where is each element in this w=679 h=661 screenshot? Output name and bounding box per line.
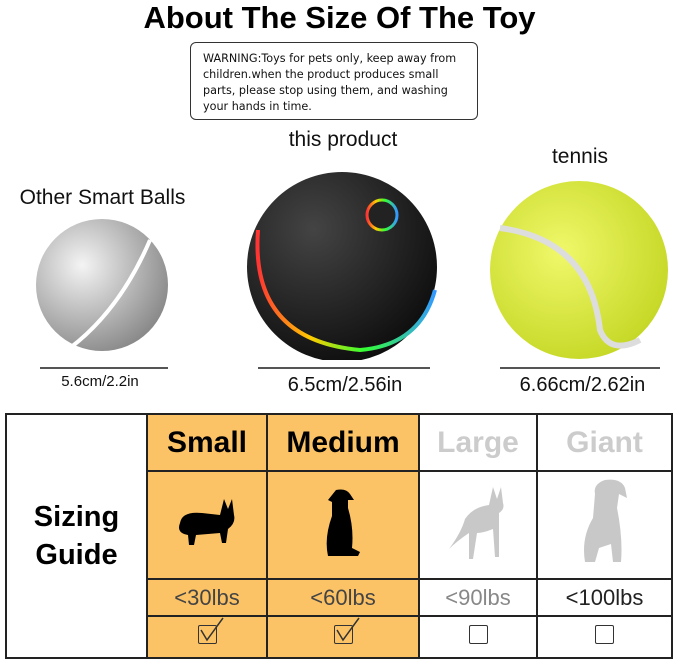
balls-illustration: [36, 172, 668, 360]
weight-medium: <60lbs: [266, 578, 420, 617]
checkbox-medium: [266, 615, 420, 659]
checked-box-icon: [197, 617, 224, 644]
silver-ball-icon: [36, 219, 168, 351]
ball-label-other: Other Smart Balls: [19, 186, 186, 209]
size-medium-header: Medium: [266, 413, 420, 472]
size-other: 5.6cm/2.2in: [61, 373, 139, 390]
size-tennis: 6.66cm/2.62in: [519, 374, 646, 396]
measure-line-product: [258, 367, 430, 369]
measure-line-tennis: [500, 367, 660, 369]
checkbox-giant: [536, 615, 673, 659]
shepherd-silhouette-icon: [418, 470, 538, 580]
ball-label-tennis: tennis: [551, 145, 609, 168]
weight-large: <90lbs: [418, 578, 538, 617]
size-product: 6.5cm/2.56in: [287, 374, 403, 396]
corgi-silhouette-icon: [146, 470, 268, 580]
measure-line-other: [40, 367, 168, 369]
sizing-guide-label: Sizing Guide: [5, 413, 148, 659]
warning-box: WARNING:Toys for pets only, keep away fr…: [190, 42, 478, 120]
sizing-guide-table: Sizing Guide Small Medium Large Giant <30…: [5, 413, 673, 659]
checkbox-large: [418, 615, 538, 659]
size-large-header: Large: [418, 413, 538, 472]
page-title: About The Size Of The Toy: [143, 0, 536, 35]
weight-small: <30lbs: [146, 578, 268, 617]
tennis-ball-icon: [490, 181, 668, 359]
large-dog-silhouette-icon: [536, 470, 673, 580]
empty-box-icon: [595, 625, 614, 644]
ball-label-product: this product: [288, 128, 398, 151]
sitting-dog-silhouette-icon: [266, 470, 420, 580]
checked-box-icon: [333, 617, 360, 644]
size-giant-header: Giant: [536, 413, 673, 472]
size-small-header: Small: [146, 413, 268, 472]
empty-box-icon: [468, 625, 488, 644]
checkbox-small: [146, 615, 268, 659]
weight-giant: <100lbs: [536, 578, 673, 617]
label-line1: Sizing: [33, 501, 120, 533]
black-ball-icon: [247, 172, 437, 360]
label-line2: Guide: [35, 539, 118, 571]
